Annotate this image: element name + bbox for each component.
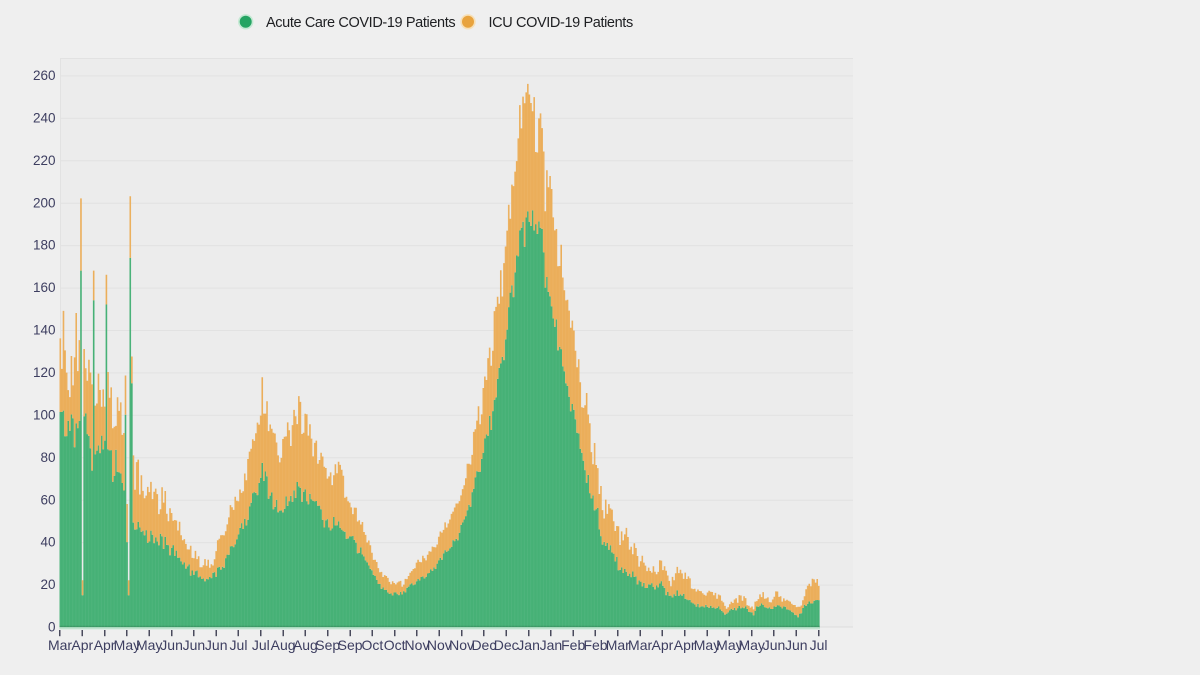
svg-text:Jun: Jun (183, 637, 206, 653)
svg-text:Jan: Jan (517, 637, 540, 653)
svg-text:100: 100 (33, 407, 56, 422)
svg-text:Apr: Apr (652, 637, 674, 653)
svg-text:May: May (114, 637, 140, 653)
svg-text:120: 120 (33, 365, 56, 380)
svg-text:Sep: Sep (315, 637, 340, 653)
svg-text:Jun: Jun (763, 637, 786, 653)
svg-text:240: 240 (33, 110, 56, 125)
svg-text:Feb: Feb (583, 637, 607, 653)
svg-text:Jul: Jul (252, 637, 270, 653)
svg-text:40: 40 (40, 535, 55, 550)
svg-text:May: May (716, 637, 742, 653)
svg-text:Apr: Apr (94, 637, 116, 653)
svg-text:Mar: Mar (606, 637, 630, 653)
svg-text:ICU COVID-19 Patients: ICU COVID-19 Patients (489, 15, 633, 31)
svg-text:Dec: Dec (494, 637, 519, 653)
svg-text:260: 260 (33, 68, 56, 83)
svg-text:80: 80 (40, 450, 55, 465)
svg-text:Mar: Mar (48, 637, 72, 653)
svg-text:140: 140 (33, 323, 56, 338)
svg-text:Jun: Jun (160, 637, 183, 653)
svg-text:Dec: Dec (471, 637, 496, 653)
svg-text:160: 160 (33, 280, 56, 295)
svg-text:Apr: Apr (674, 637, 696, 653)
svg-text:Acute Care COVID-19 Patients: Acute Care COVID-19 Patients (266, 15, 455, 31)
svg-text:220: 220 (33, 153, 56, 168)
svg-text:Aug: Aug (293, 637, 318, 653)
svg-text:Apr: Apr (71, 637, 93, 653)
svg-text:Nov: Nov (405, 637, 430, 653)
svg-text:Jul: Jul (230, 637, 248, 653)
svg-text:Nov: Nov (449, 637, 474, 653)
svg-text:Oct: Oct (384, 637, 406, 653)
svg-text:Nov: Nov (427, 637, 452, 653)
svg-text:Oct: Oct (362, 637, 384, 653)
svg-text:Jan: Jan (540, 637, 563, 653)
svg-text:May: May (694, 637, 720, 653)
svg-text:Mar: Mar (628, 637, 652, 653)
svg-text:180: 180 (33, 238, 56, 253)
svg-text:Jun: Jun (785, 637, 808, 653)
svg-text:May: May (136, 637, 162, 653)
svg-text:Jun: Jun (205, 637, 228, 653)
svg-text:20: 20 (40, 577, 55, 592)
svg-text:Sep: Sep (338, 637, 363, 653)
svg-text:Feb: Feb (561, 637, 585, 653)
svg-text:May: May (738, 637, 764, 653)
svg-text:60: 60 (40, 492, 55, 507)
svg-text:Jul: Jul (810, 637, 828, 653)
svg-text:0: 0 (48, 620, 56, 635)
svg-text:200: 200 (33, 195, 56, 210)
svg-text:Aug: Aug (271, 637, 296, 653)
